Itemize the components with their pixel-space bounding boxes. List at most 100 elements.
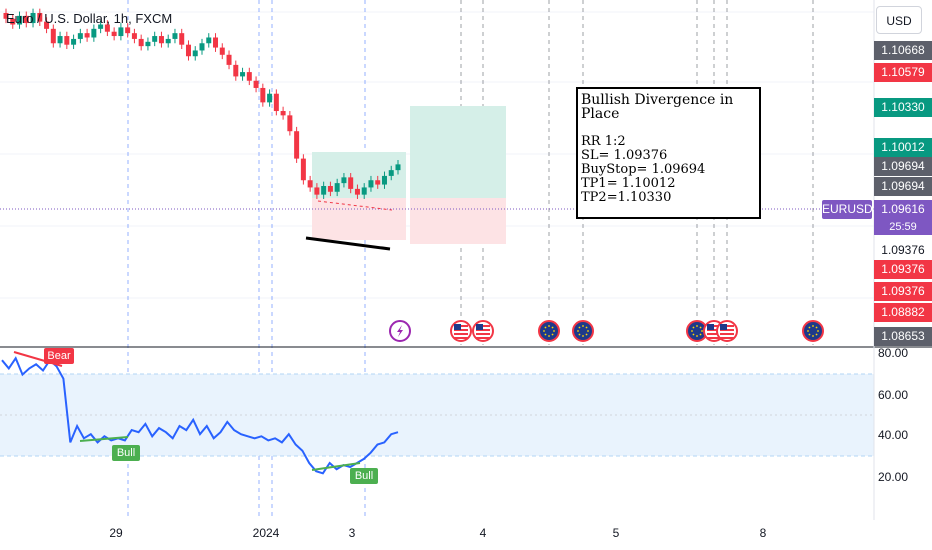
candle-body xyxy=(152,36,158,42)
price-label: 1.08882 xyxy=(874,303,932,322)
sl-zone-1 xyxy=(312,198,406,240)
price-label: 1.09694 xyxy=(874,157,932,176)
candle-body xyxy=(71,38,77,45)
us-flag-icon xyxy=(472,320,494,342)
bull-divergence-tag: Bull xyxy=(350,468,378,484)
x-axis-label: 4 xyxy=(479,526,487,540)
candle-body xyxy=(206,37,212,44)
candle-body xyxy=(334,183,340,192)
x-axis-label: 3 xyxy=(348,526,356,540)
trend-dashed-line xyxy=(317,200,393,211)
bear-divergence-tag: Bear xyxy=(44,348,74,364)
candle-body xyxy=(44,21,50,29)
candle-body xyxy=(57,36,63,44)
candle-body xyxy=(64,36,70,45)
candle-body xyxy=(354,188,360,195)
chart-title: Euro / U.S. Dollar, 1h, FXCM xyxy=(6,11,173,26)
candle-body xyxy=(104,24,110,32)
candle-body xyxy=(213,37,219,48)
candle-body xyxy=(327,186,333,192)
price-label: 1.10579 xyxy=(874,63,932,82)
rsi-axis-label: 20.00 xyxy=(878,470,909,484)
candle-body xyxy=(77,33,83,39)
candle-body xyxy=(267,93,273,103)
candle-body xyxy=(138,38,144,47)
candle-body xyxy=(395,164,401,171)
candle-body xyxy=(199,43,205,51)
rsi-axis-label: 40.00 xyxy=(878,428,909,442)
price-label: 1.10012 xyxy=(874,138,932,157)
annotation-heading: Bullish Divergence in Place xyxy=(581,92,734,122)
price-label: 1.09616 xyxy=(874,200,932,219)
candle-body xyxy=(179,33,185,45)
x-axis-label: 29 xyxy=(109,526,123,540)
candle-body xyxy=(125,27,131,34)
candle-body xyxy=(280,111,286,116)
candle-body xyxy=(348,177,354,189)
us-flag-icon xyxy=(450,320,472,342)
candle-body xyxy=(10,18,16,25)
x-axis-label: 5 xyxy=(612,526,620,540)
candle-body xyxy=(361,187,367,195)
candle-body xyxy=(246,72,252,81)
candle-body xyxy=(192,50,198,57)
candle-body xyxy=(165,38,171,44)
eu-flag-icon xyxy=(802,320,824,342)
candle-body xyxy=(131,33,137,39)
candle-body xyxy=(388,170,394,176)
currency-button[interactable]: USD xyxy=(876,6,922,34)
candle-body xyxy=(381,175,387,185)
price-label: 1.10330 xyxy=(874,98,932,117)
us-flag-icon xyxy=(716,320,738,342)
annotation-line: SL= 1.09376 xyxy=(581,148,668,163)
rsi-axis-label: 80.00 xyxy=(878,346,909,360)
bar-countdown: 25:59 xyxy=(874,219,932,235)
x-axis-label: 8 xyxy=(759,526,767,540)
candle-body xyxy=(158,36,164,44)
candle-body xyxy=(3,12,9,19)
candle-body xyxy=(307,180,313,188)
annotation-line: TP1= 1.10012 xyxy=(581,176,676,191)
eu-flag-icon xyxy=(686,320,708,342)
candles-layer xyxy=(3,8,401,199)
bullish-divergence-price-line xyxy=(305,236,391,251)
candle-body xyxy=(23,15,29,24)
price-label: 1.09376 xyxy=(881,243,925,257)
candle-body xyxy=(314,187,320,195)
candle-body xyxy=(321,186,327,195)
price-label: 1.10668 xyxy=(874,41,932,60)
candle-body xyxy=(273,93,279,112)
candle-body xyxy=(341,177,347,184)
x-axis-label: 2024 xyxy=(252,526,280,540)
candle-body xyxy=(111,31,117,37)
candle-body xyxy=(118,27,124,37)
lightning-event-icon xyxy=(389,320,411,342)
candle-body xyxy=(37,12,43,22)
candle-body xyxy=(233,64,239,77)
candle-body xyxy=(185,44,191,57)
candle-body xyxy=(260,87,266,103)
price-label: 1.09376 xyxy=(874,282,932,301)
candle-body xyxy=(50,28,56,44)
rsi-line xyxy=(1,356,399,475)
candle-body xyxy=(84,33,90,38)
annotation-line: RR 1:2 xyxy=(581,134,626,149)
trade-annotation[interactable]: Bullish Divergence in Place RR 1:2 SL= 1… xyxy=(576,87,761,219)
bull-divergence-tag: Bull xyxy=(112,445,140,461)
candle-body xyxy=(145,41,151,47)
candle-body xyxy=(287,115,293,132)
candle-body xyxy=(240,72,246,77)
candle-body xyxy=(91,28,97,38)
candle-body xyxy=(172,33,178,39)
rsi-bull-divergence-2 xyxy=(311,462,361,471)
candle-body xyxy=(30,12,36,24)
annotation-line: TP2=1.10330 xyxy=(581,190,672,205)
candle-body xyxy=(300,158,306,181)
price-label: 1.09694 xyxy=(874,177,932,196)
events-layer xyxy=(389,320,824,342)
eu-flag-icon xyxy=(538,320,560,342)
candle-body xyxy=(226,54,232,65)
tp-zone-2 xyxy=(410,106,506,198)
eu-flag-icon xyxy=(572,320,594,342)
